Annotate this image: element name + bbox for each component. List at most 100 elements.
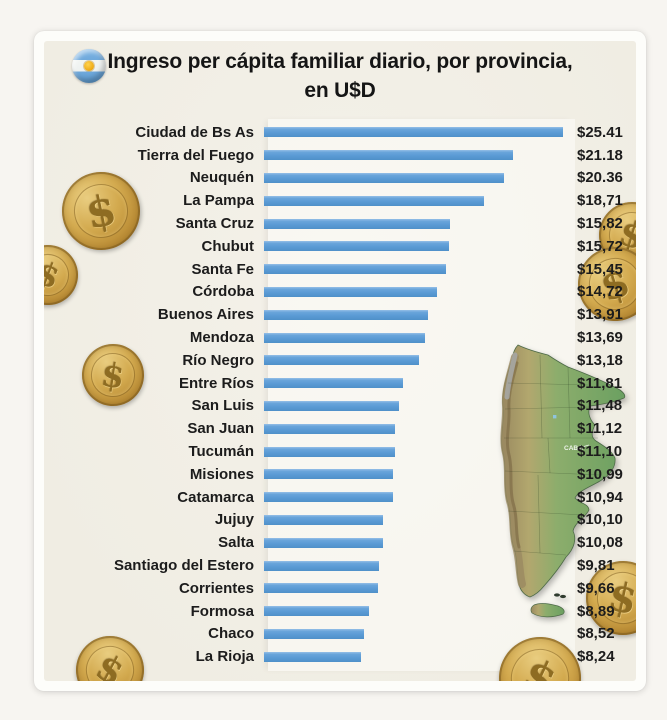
argentina-map: CABA — [500, 344, 626, 618]
province-label: Santa Cruz — [175, 215, 254, 233]
bar-track — [262, 309, 568, 320]
caba-label: CABA — [564, 445, 583, 452]
province-label: Formosa — [190, 602, 254, 620]
card-background: $ $ $ $ $ $ $ $ — [44, 41, 636, 681]
income-bar — [264, 218, 451, 229]
chart-title: Ingreso per cápita familiar diario, por … — [44, 47, 636, 105]
province-label: San Juan — [187, 420, 254, 438]
bar-track — [262, 606, 568, 617]
value-label: $15,72 — [577, 237, 623, 255]
bar-track — [262, 332, 568, 343]
province-borders — [504, 354, 601, 556]
bar-track — [262, 628, 568, 639]
province-label: Córdoba — [192, 283, 254, 301]
income-bar — [264, 583, 378, 594]
income-bar — [264, 264, 446, 275]
bar-rows: Ciudad de Bs As $25.41 Tierra del Fuego $21… — [44, 121, 636, 668]
value-label: $11,48 — [577, 397, 623, 415]
chart-row: Santa Cruz $15,82 — [44, 212, 636, 235]
chart-row: Misiones $10,99 — [44, 463, 636, 486]
province-label: Buenos Aires — [157, 306, 254, 324]
chart-row: Formosa $8,89 — [44, 600, 636, 623]
province-label: Neuquén — [189, 169, 254, 187]
value-label: $15,82 — [577, 215, 623, 233]
value-label: $21.18 — [577, 146, 623, 164]
chart-row: Neuquén $20.36 — [44, 167, 636, 190]
bar-track — [262, 195, 568, 206]
province-label: Santa Fe — [191, 260, 254, 278]
income-bar — [264, 606, 369, 617]
income-bar — [264, 651, 361, 662]
value-label: $8,89 — [577, 602, 615, 620]
province-label: La Rioja — [195, 648, 254, 666]
value-label: $11,12 — [577, 420, 623, 438]
bar-track — [262, 286, 568, 297]
chart-row: Chaco $8,52 — [44, 623, 636, 646]
value-label: $13,18 — [577, 351, 623, 369]
province-label: Corrientes — [178, 579, 254, 597]
income-bar — [264, 537, 383, 548]
province-label: Río Negro — [182, 351, 254, 369]
value-label: $25.41 — [577, 123, 623, 141]
income-bar — [264, 378, 403, 389]
province-label: Jujuy — [214, 511, 254, 529]
income-bar — [264, 127, 563, 138]
chart-row: San Luis $11,48 — [44, 395, 636, 418]
province-label: Misiones — [189, 465, 254, 483]
value-label: $8,52 — [577, 625, 615, 643]
bar-track — [262, 423, 568, 434]
bar-track — [262, 241, 568, 252]
value-label: $8,24 — [577, 648, 615, 666]
income-bar — [264, 241, 449, 252]
bar-track — [262, 469, 568, 480]
income-bar — [264, 355, 420, 366]
value-label: $10,08 — [577, 534, 623, 552]
chart-row: Ciudad de Bs As $25.41 — [44, 121, 636, 144]
income-bar — [264, 423, 395, 434]
chart-row: Jujuy $10,10 — [44, 509, 636, 532]
chart-row: Salta $10,08 — [44, 531, 636, 554]
tierra-del-fuego-island — [530, 603, 565, 618]
province-label: Mendoza — [189, 329, 254, 347]
province-label: Chaco — [208, 625, 254, 643]
value-label: $10,99 — [577, 465, 623, 483]
chart-row: Buenos Aires $13,91 — [44, 303, 636, 326]
chart-row: La Rioja $8,24 — [44, 645, 636, 668]
chart-row: Santiago del Estero $9,81 — [44, 554, 636, 577]
income-bar — [264, 400, 400, 411]
income-bar — [264, 628, 365, 639]
bar-track — [262, 400, 568, 411]
value-label: $11,10 — [577, 443, 623, 461]
value-label: $9,81 — [577, 557, 615, 575]
chart-row: Catamarca $10,94 — [44, 486, 636, 509]
bar-track — [262, 583, 568, 594]
value-label: $9,66 — [577, 579, 615, 597]
value-label: $10,94 — [577, 488, 623, 506]
chart-row: Córdoba $14,72 — [44, 281, 636, 304]
chart-row: San Juan $11,12 — [44, 417, 636, 440]
chart-row: Tucumán $11,10 — [44, 440, 636, 463]
argentina-flag-icon — [72, 49, 106, 83]
value-label: $14,72 — [577, 283, 623, 301]
chart-row: Mendoza $13,69 — [44, 326, 636, 349]
bar-track — [262, 355, 568, 366]
province-label: Ciudad de Bs As — [135, 123, 254, 141]
value-label: $13,91 — [577, 306, 623, 324]
value-label: $11,81 — [577, 374, 623, 392]
bar-track — [262, 560, 568, 571]
income-bar — [264, 514, 383, 525]
chart-row: Chubut $15,72 — [44, 235, 636, 258]
chart-row: Corrientes $9,66 — [44, 577, 636, 600]
value-label: $15,45 — [577, 260, 623, 278]
income-bar — [264, 332, 426, 343]
income-bar — [264, 172, 504, 183]
province-label: Catamarca — [177, 488, 254, 506]
value-label: $13,69 — [577, 329, 623, 347]
income-bar — [264, 195, 485, 206]
income-bar — [264, 309, 428, 320]
income-bar — [264, 286, 438, 297]
bar-track — [262, 264, 568, 275]
province-label: Tierra del Fuego — [137, 146, 254, 164]
province-label: Tucumán — [188, 443, 254, 461]
